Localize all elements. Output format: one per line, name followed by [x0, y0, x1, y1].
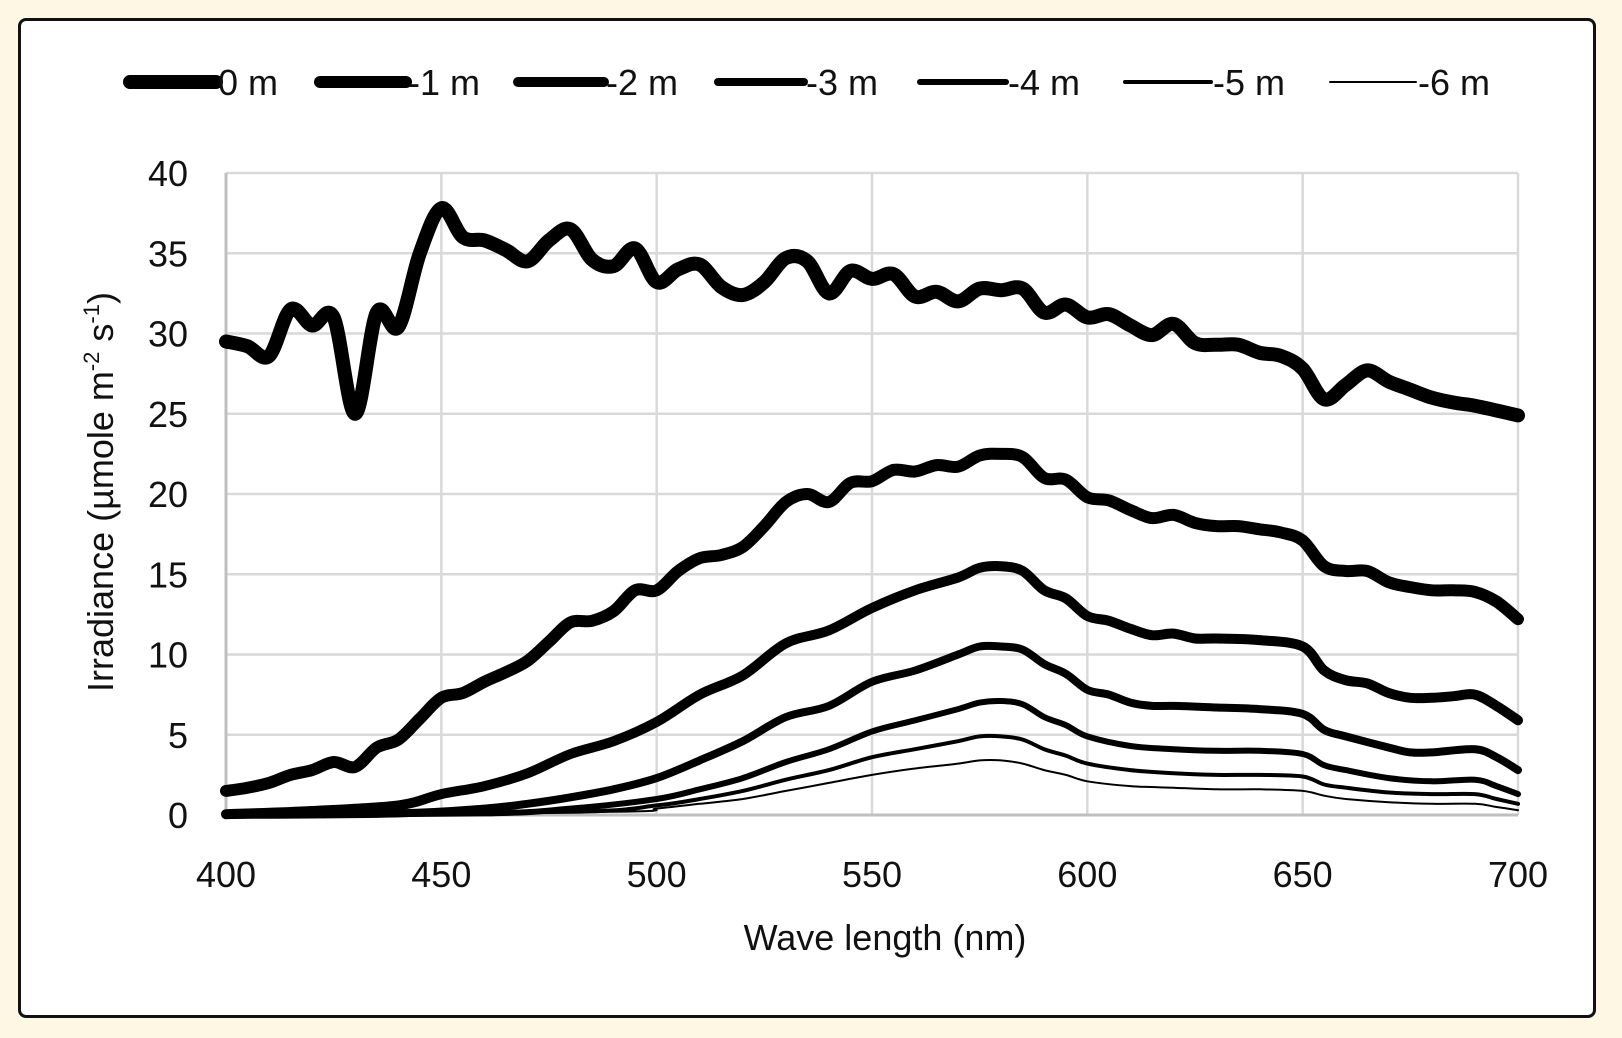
y-axis-label: Irradiance (µmole m-2 s-1) [79, 292, 121, 692]
y-tick-labels: 0 5 10 15 20 25 30 35 40 [148, 153, 188, 836]
x-tick-label: 400 [196, 854, 256, 895]
y-tick-label: 5 [168, 715, 188, 756]
series-lines [219, 201, 1525, 820]
y-axis-label-end: ) [80, 292, 121, 304]
y-axis-label-sup1: -2 [79, 352, 104, 372]
y-tick-label: 15 [148, 554, 188, 595]
y-tick-label: 35 [148, 233, 188, 274]
legend-label: -4 m [1008, 62, 1080, 103]
y-axis-label-sup2: -1 [79, 304, 104, 324]
x-tick-label: 650 [1273, 854, 1333, 895]
legend-label: -1 m [408, 62, 480, 103]
series-line-5 [224, 733, 1520, 817]
y-tick-label: 0 [168, 795, 188, 836]
y-tick-label: 20 [148, 474, 188, 515]
x-tick-label: 600 [1057, 854, 1117, 895]
legend-label: -2 m [606, 62, 678, 103]
legend-label: -6 m [1418, 62, 1490, 103]
x-tick-label: 500 [627, 854, 687, 895]
y-tick-label: 30 [148, 314, 188, 355]
series-line-3 [222, 641, 1522, 819]
series-line-6 [225, 759, 1519, 816]
x-axis-label: Wave length (nm) [744, 917, 1027, 958]
x-tick-label: 700 [1488, 854, 1548, 895]
series-line-2 [221, 560, 1523, 820]
legend-label: -5 m [1213, 62, 1285, 103]
legend-label: -3 m [806, 62, 878, 103]
legend-label: 0 m [218, 62, 278, 103]
series-line-1 [220, 447, 1524, 797]
y-tick-label: 40 [148, 153, 188, 194]
series-line-0 [219, 201, 1525, 423]
chart-frame [18, 18, 1596, 1018]
x-tick-label: 550 [842, 854, 902, 895]
y-tick-label: 25 [148, 394, 188, 435]
series-line-4 [223, 697, 1521, 818]
legend: 0 m -1 m -2 m -3 m -4 m -5 m -6 m [123, 62, 1490, 103]
y-axis-label-main: Irradiance (µmole m [80, 371, 121, 692]
x-tick-labels: 400 450 500 550 600 650 700 [196, 854, 1548, 895]
y-axis-label-mid: s [80, 324, 121, 352]
x-tick-label: 450 [411, 854, 471, 895]
y-tick-label: 10 [148, 635, 188, 676]
